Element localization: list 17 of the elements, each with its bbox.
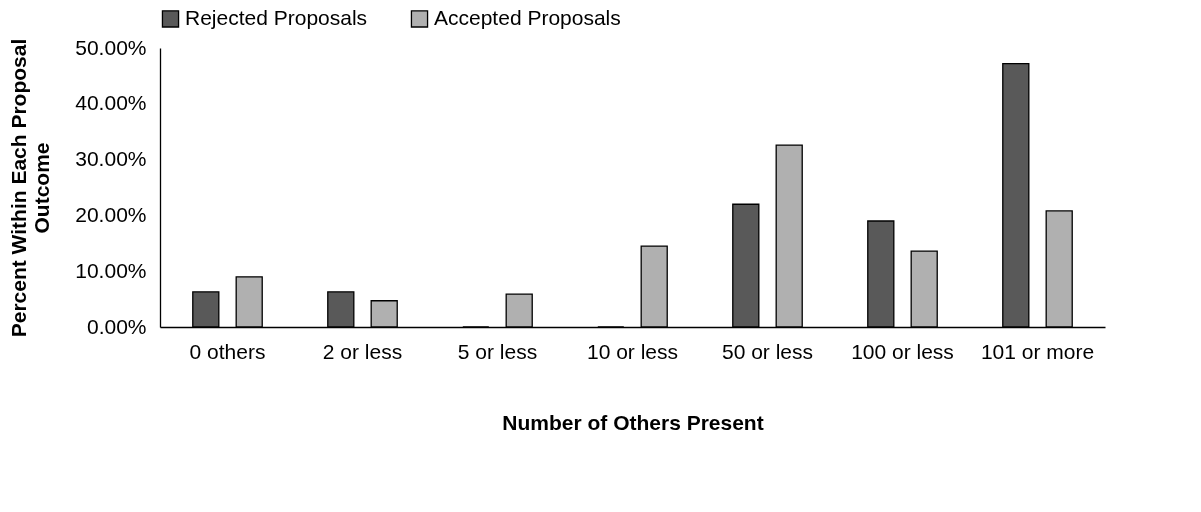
x-tick-label: 101 or more xyxy=(980,339,1095,363)
y-tick-label: 10.00% xyxy=(75,258,147,282)
x-axis-title: Number of Others Present xyxy=(502,410,764,434)
x-tick-label: 5 or less xyxy=(457,339,538,363)
y-tick-label: 20.00% xyxy=(75,202,147,226)
y-tick-label: 30.00% xyxy=(75,147,147,171)
y-tick-label: 50.00% xyxy=(75,35,147,59)
legend-label: Rejected Proposals xyxy=(185,5,368,29)
legend-label: Accepted Proposals xyxy=(434,5,621,29)
y-tick-label: 40.00% xyxy=(75,91,147,115)
x-tick-label: 100 or less xyxy=(851,339,954,363)
x-tick-label: 50 or less xyxy=(721,339,814,363)
x-tick-label: 2 or less xyxy=(322,339,403,363)
y-tick-label: 0.00% xyxy=(86,314,147,338)
x-tick-label: 0 others xyxy=(189,339,266,363)
x-tick-label: 10 or less xyxy=(586,339,679,363)
y-axis-title: Percent Within Each Proposal Outcome xyxy=(7,38,54,338)
